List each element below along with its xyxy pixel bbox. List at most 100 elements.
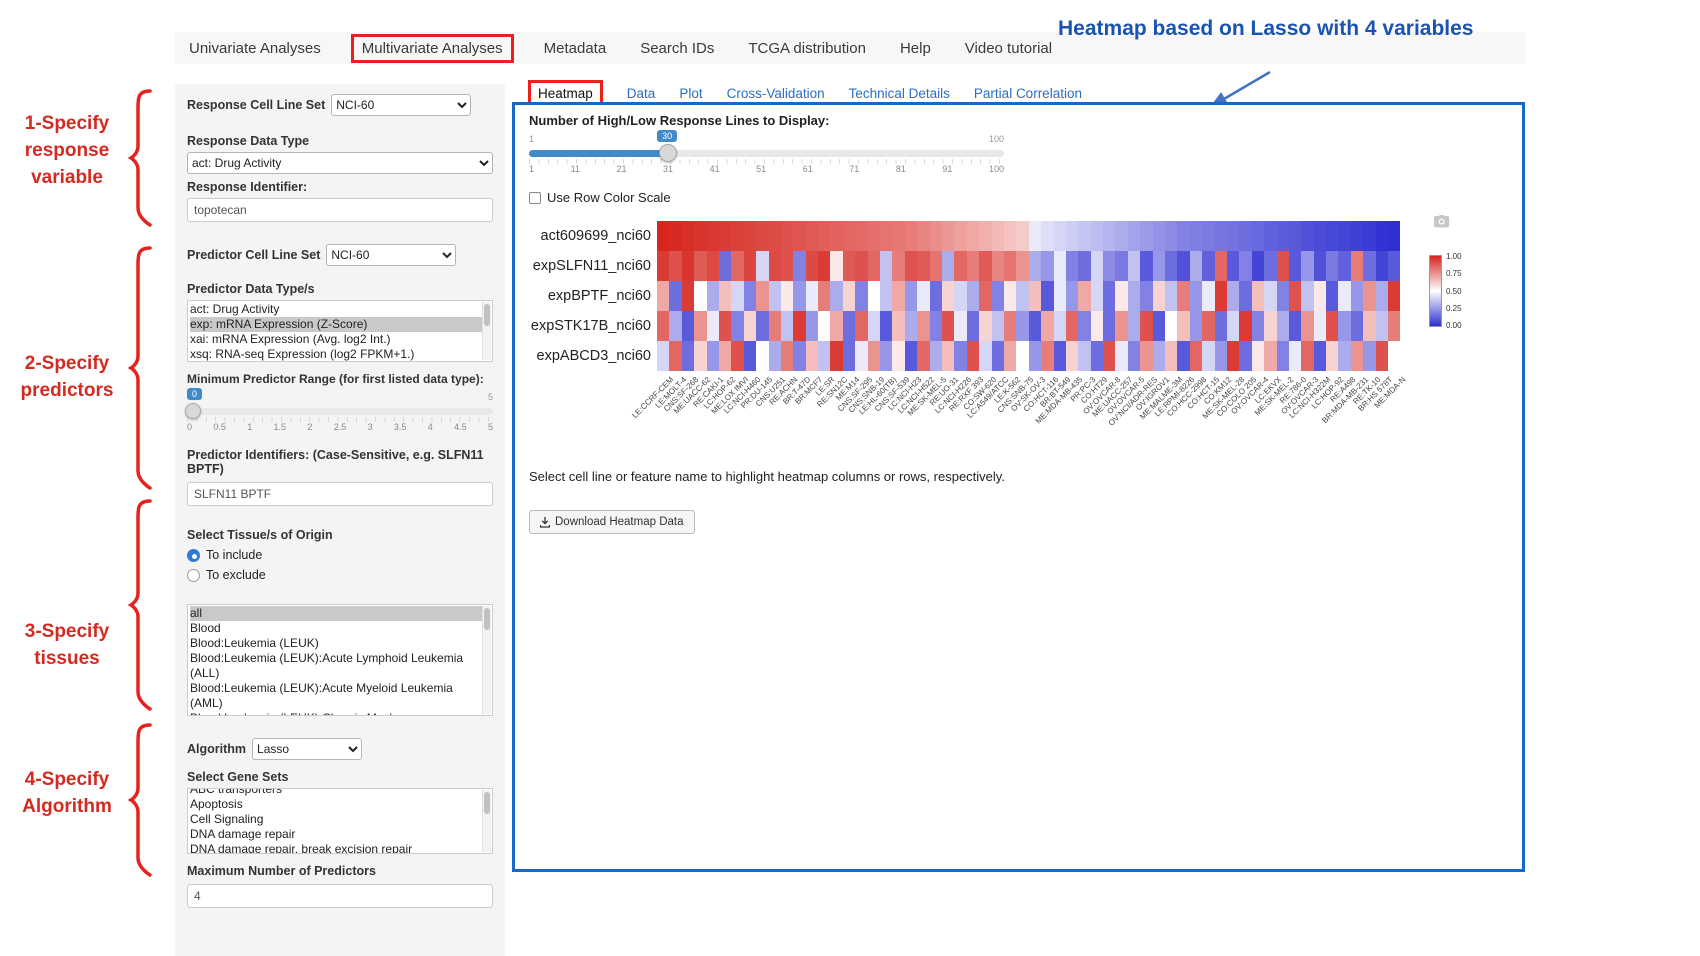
heatmap-cell[interactable]: [1388, 281, 1401, 311]
heatmap-cell[interactable]: [1016, 281, 1029, 311]
list-option[interactable]: DNA damage repair: [190, 827, 296, 841]
heatmap-cell[interactable]: [1350, 311, 1364, 341]
heatmap-cell[interactable]: [880, 221, 893, 251]
heatmap-cell[interactable]: [669, 281, 682, 311]
heatmap-cell[interactable]: [941, 341, 955, 371]
heatmap-cell[interactable]: [1177, 221, 1190, 251]
heatmap-cell[interactable]: [880, 281, 893, 311]
heatmap-cell[interactable]: [805, 251, 819, 281]
heatmap-cell[interactable]: [892, 311, 905, 341]
heatmap-cell[interactable]: [1090, 311, 1104, 341]
heatmap-cell[interactable]: [818, 221, 831, 251]
heatmap-cell[interactable]: [1239, 341, 1252, 371]
response-cell-line-set-select[interactable]: NCI-60: [331, 94, 472, 116]
heatmap-cell[interactable]: [743, 251, 757, 281]
heatmap-cell[interactable]: [892, 251, 905, 281]
heatmap-cell[interactable]: [1251, 341, 1265, 371]
heatmap-cell[interactable]: [1041, 341, 1054, 371]
heatmap-cell[interactable]: [1078, 311, 1091, 341]
heatmap-cell[interactable]: [768, 341, 781, 371]
heatmap-cell[interactable]: [805, 311, 819, 341]
heatmap-cell[interactable]: [718, 311, 732, 341]
heatmap-cell[interactable]: [718, 341, 732, 371]
heatmap-cell[interactable]: [1177, 281, 1190, 311]
main-tab-plot[interactable]: Plot: [679, 86, 703, 101]
heatmap-cell[interactable]: [892, 221, 905, 251]
list-option[interactable]: Blood:Leukemia (LEUK):Acute Lymphoid Leu…: [190, 651, 464, 680]
heatmap-cell[interactable]: [818, 311, 831, 341]
tissue-origin-list[interactable]: all Blood Blood:Leukemia (LEUK) Blood:Leuke…: [187, 604, 493, 716]
heatmap-cell[interactable]: [1338, 281, 1351, 311]
heatmap-cell[interactable]: [917, 251, 930, 281]
heatmap-cell[interactable]: [756, 341, 769, 371]
heatmap-cell[interactable]: [1053, 341, 1066, 371]
heatmap-cell[interactable]: [1189, 251, 1203, 281]
nav-tab-univariate-analyses[interactable]: Univariate Analyses: [189, 39, 321, 57]
list-option[interactable]: Blood: [190, 621, 221, 635]
heatmap-cell[interactable]: [1202, 221, 1215, 251]
heatmap-cell[interactable]: [1140, 251, 1153, 281]
heatmap-cell[interactable]: [1214, 251, 1227, 281]
heatmap-cell[interactable]: [1177, 311, 1190, 341]
heatmap-cell[interactable]: [1276, 341, 1289, 371]
heatmap-cell[interactable]: [1103, 341, 1116, 371]
heatmap-cell[interactable]: [1313, 281, 1327, 311]
heatmap-cell[interactable]: [929, 311, 942, 341]
heatmap-cell[interactable]: [1189, 281, 1203, 311]
heatmap-cell[interactable]: [1165, 311, 1178, 341]
heatmap-cell[interactable]: [818, 341, 831, 371]
heatmap-cell[interactable]: [929, 281, 942, 311]
main-tab-cross-validation[interactable]: Cross-Validation: [726, 86, 825, 101]
heatmap-cell[interactable]: [669, 221, 682, 251]
heatmap-cell[interactable]: [805, 281, 819, 311]
heatmap-cell[interactable]: [1016, 251, 1029, 281]
list-option[interactable]: all: [190, 606, 482, 621]
min-predictor-range-handle[interactable]: [185, 403, 201, 419]
heatmap-cell[interactable]: [867, 221, 881, 251]
list-option[interactable]: Blood:Leukemia (LEUK): [190, 636, 319, 650]
heatmap-cell[interactable]: [1288, 221, 1302, 251]
heatmap-cell[interactable]: [1152, 281, 1166, 311]
lines-slider-track[interactable]: [529, 150, 1004, 157]
main-tab-technical-details[interactable]: Technical Details: [848, 86, 950, 101]
heatmap-cell[interactable]: [805, 221, 819, 251]
heatmap-cell[interactable]: [1140, 221, 1153, 251]
heatmap-cell[interactable]: [991, 281, 1004, 311]
gene-sets-list[interactable]: ABC transporters Apoptosis Cell Signaling D…: [187, 788, 493, 854]
lines-slider[interactable]: 1 100 30 1 11 21 31 41 51 61 71 81 91 100: [529, 130, 1004, 176]
heatmap-cell[interactable]: [780, 341, 794, 371]
heatmap-cell[interactable]: [1214, 341, 1227, 371]
heatmap-cell[interactable]: [1338, 311, 1351, 341]
heatmap-cell[interactable]: [793, 251, 806, 281]
heatmap-cell[interactable]: [768, 281, 781, 311]
heatmap-cell[interactable]: [657, 311, 670, 341]
heatmap-cell[interactable]: [941, 311, 955, 341]
heatmap-row-label[interactable]: expSLFN11_nci60: [532, 258, 651, 274]
heatmap-cell[interactable]: [1276, 311, 1289, 341]
heatmap-cell[interactable]: [1202, 341, 1215, 371]
heatmap-cell[interactable]: [731, 251, 744, 281]
heatmap-cell[interactable]: [830, 311, 843, 341]
heatmap-cell[interactable]: [929, 251, 942, 281]
heatmap-cell[interactable]: [917, 221, 930, 251]
heatmap-cell[interactable]: [1016, 341, 1029, 371]
heatmap-cell[interactable]: [1301, 341, 1314, 371]
heatmap-cell[interactable]: [1326, 281, 1339, 311]
heatmap-cell[interactable]: [756, 311, 769, 341]
heatmap-cell[interactable]: [966, 311, 980, 341]
heatmap-cell[interactable]: [1053, 251, 1066, 281]
heatmap-cell[interactable]: [706, 221, 719, 251]
heatmap-cell[interactable]: [1016, 311, 1029, 341]
heatmap-cell[interactable]: [1090, 341, 1104, 371]
heatmap-cell[interactable]: [1313, 251, 1327, 281]
heatmap-cell[interactable]: [793, 221, 806, 251]
max-predictors-input[interactable]: [187, 884, 493, 908]
heatmap-cell[interactable]: [681, 251, 695, 281]
heatmap-cell[interactable]: [966, 221, 980, 251]
heatmap-cell[interactable]: [694, 341, 707, 371]
predictor-identifiers-input[interactable]: [187, 482, 493, 506]
heatmap-cell[interactable]: [842, 311, 856, 341]
heatmap-row-label[interactable]: expBPTF_nci60: [547, 288, 651, 304]
list-option[interactable]: Blood:Leukemia (LEUK):Chronic Myelogenou…: [190, 711, 482, 715]
heatmap-cell[interactable]: [991, 341, 1004, 371]
